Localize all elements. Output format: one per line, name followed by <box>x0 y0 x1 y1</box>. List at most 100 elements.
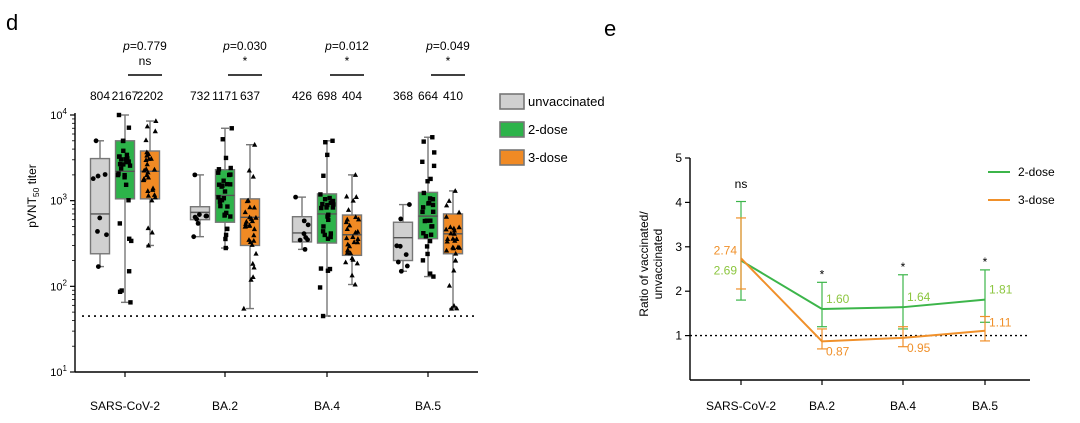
data-value-label: 2.74 <box>714 243 738 257</box>
data-point <box>143 157 149 162</box>
data-point <box>350 197 356 203</box>
data-point <box>328 200 333 206</box>
data-point <box>404 263 410 269</box>
left-y-tick-label: 102 <box>50 278 67 293</box>
data-point <box>403 252 409 258</box>
data-point <box>448 305 455 311</box>
data-point <box>424 244 430 249</box>
data-point <box>251 264 257 270</box>
data-point <box>93 138 99 144</box>
significance-label: * <box>446 54 451 68</box>
left-x-tick-label: BA.2 <box>212 399 238 413</box>
data-point <box>398 268 404 274</box>
data-point <box>143 137 149 143</box>
right-y-tick-label: 5 <box>675 151 682 165</box>
data-point <box>252 141 258 147</box>
data-point <box>451 225 457 231</box>
data-point <box>318 266 324 271</box>
data-point <box>432 150 437 155</box>
boxplot-chart: pVNT50 titer 101 102 103 104 SARS-CoV-2 p=0.7… <box>25 39 478 413</box>
data-point <box>425 251 430 257</box>
data-point <box>406 202 412 207</box>
legend-swatch <box>499 149 525 166</box>
data-point <box>352 172 359 177</box>
data-point <box>223 236 228 242</box>
data-point <box>127 163 133 168</box>
data-point <box>221 178 226 183</box>
data-point <box>450 244 456 250</box>
data-point <box>95 173 101 179</box>
data-value-label: 1.60 <box>826 292 850 306</box>
data-point <box>453 257 459 263</box>
data-point <box>397 243 403 249</box>
data-point <box>224 181 230 187</box>
data-point <box>443 214 450 219</box>
data-point <box>352 281 358 287</box>
left-x-tick-label: SARS-CoV-2 <box>90 399 160 413</box>
data-point <box>144 123 150 129</box>
data-point <box>229 126 234 131</box>
data-point <box>325 152 330 158</box>
boxplot-legend: unvaccinated 2-dose 3-dose <box>499 93 605 166</box>
data-point <box>347 250 354 256</box>
right-x-tick-label: BA.2 <box>809 399 835 413</box>
data-point <box>228 182 233 187</box>
median-value-label: 732 <box>190 89 210 103</box>
data-point <box>225 204 230 209</box>
data-value-label: 1.64 <box>907 290 931 304</box>
right-y-tick-label: 2 <box>675 284 682 298</box>
data-point <box>420 159 425 164</box>
data-point <box>321 224 326 229</box>
data-point <box>421 190 427 196</box>
data-point <box>124 152 130 158</box>
data-point <box>398 216 404 222</box>
significance-label: * <box>345 54 350 68</box>
data-point <box>421 231 426 236</box>
data-point <box>302 246 308 252</box>
data-value-label: 1.11 <box>989 316 1012 330</box>
left-x-tick-label: BA.5 <box>415 399 441 413</box>
data-point <box>250 173 256 179</box>
median-value-label: 2167 <box>112 89 139 103</box>
data-point <box>353 214 359 220</box>
data-point <box>325 236 331 241</box>
data-point <box>354 239 361 245</box>
data-point <box>354 260 360 266</box>
data-point <box>248 276 254 282</box>
data-point <box>330 138 335 143</box>
data-point <box>117 161 123 167</box>
data-point <box>452 238 458 243</box>
median-value-label: 410 <box>443 89 463 103</box>
data-point <box>152 194 158 200</box>
data-point <box>149 229 155 235</box>
data-point <box>119 288 124 293</box>
data-point <box>145 192 152 198</box>
data-point <box>247 204 253 210</box>
data-point <box>444 238 450 244</box>
data-point <box>195 220 201 226</box>
data-point <box>149 197 155 203</box>
right-y-tick-label: 1 <box>675 329 682 343</box>
data-point <box>242 223 248 229</box>
data-point <box>451 267 457 273</box>
significance-label: ns <box>735 177 748 191</box>
data-point <box>322 197 328 202</box>
data-point <box>325 202 330 208</box>
data-point <box>321 173 326 178</box>
data-point <box>324 205 329 210</box>
data-point <box>424 218 429 223</box>
data-point <box>420 205 426 210</box>
data-point <box>104 232 109 238</box>
data-point <box>223 245 228 251</box>
data-point <box>453 250 459 256</box>
box-body <box>139 150 161 200</box>
data-point <box>344 226 350 231</box>
data-point <box>246 167 252 173</box>
data-point <box>425 179 430 184</box>
data-point <box>428 232 434 237</box>
data-point <box>216 167 222 172</box>
data-point <box>225 226 230 232</box>
data-point <box>451 302 457 308</box>
data-point <box>150 185 156 191</box>
data-point <box>327 266 333 272</box>
